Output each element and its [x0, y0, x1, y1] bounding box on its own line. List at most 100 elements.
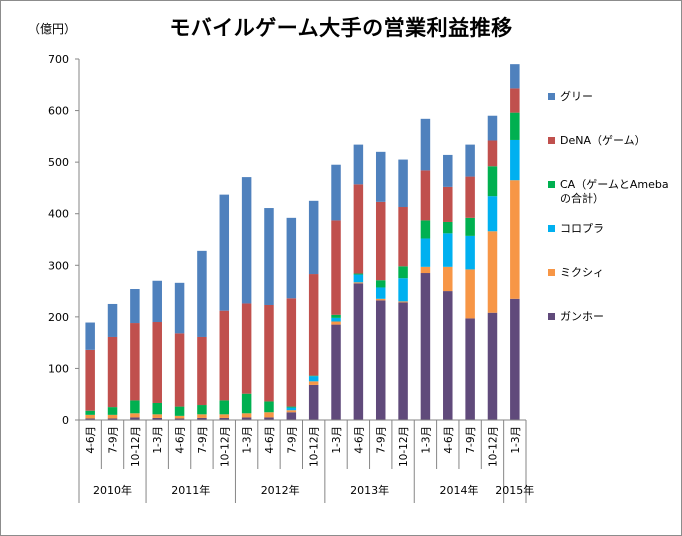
- bar-segment: [174, 418, 185, 420]
- bar-segment: [443, 291, 453, 420]
- bar-segment: [420, 273, 431, 420]
- bar-segment: [353, 184, 364, 274]
- bar-segment: [85, 322, 95, 350]
- chart-title: モバイルゲーム大手の営業利益推移: [169, 16, 513, 40]
- bar-segment: [353, 273, 364, 275]
- x-category-label: 4-6月: [175, 426, 187, 454]
- bar-segment: [174, 406, 185, 416]
- bar-segment: [286, 298, 297, 407]
- bar-segment: [510, 180, 520, 299]
- bar-segment: [331, 164, 341, 221]
- bar-segment: [465, 235, 475, 270]
- bar-segment: [286, 410, 297, 413]
- x-category-label: 10-12月: [488, 426, 500, 467]
- year-group-label: 2014年: [440, 483, 479, 497]
- bar-segment: [375, 151, 386, 202]
- bar-segment: [398, 301, 408, 303]
- bar-segment: [331, 314, 341, 318]
- bar-segment: [510, 139, 520, 181]
- bar-segment: [420, 266, 431, 274]
- bar-segment: [264, 208, 274, 305]
- x-axis: 4-6月 7-9月 10-12月 1-3月 4-6月 7-9月 10-12月 1-3月 4-6月…: [78, 419, 534, 503]
- bar-segment: [465, 176, 475, 218]
- x-category-label: 10-12月: [219, 426, 231, 467]
- bar-segment: [152, 322, 162, 403]
- year-group-label: 2015年: [495, 483, 534, 497]
- year-group-label: 2011年: [171, 483, 210, 497]
- bar-segment: [219, 400, 230, 415]
- bar-segment: [107, 407, 118, 415]
- bar-segment: [375, 300, 386, 420]
- bar-segment: [197, 250, 207, 337]
- y-tick-label: 400: [48, 208, 69, 221]
- bar-segment: [465, 217, 475, 236]
- bar-segment: [331, 220, 341, 315]
- bar-segment: [420, 118, 431, 171]
- y-axis: 0 100 200 300 400 500 600 700: [48, 53, 80, 427]
- bar-segment: [241, 177, 252, 304]
- legend-label: コロプラ: [560, 222, 604, 235]
- bar-stacks: [85, 64, 520, 420]
- bar-segment: [465, 318, 475, 420]
- bar-segment: [510, 298, 520, 420]
- y-tick-label: 0: [62, 414, 69, 427]
- bar-segment: [241, 417, 252, 420]
- legend-swatch: [548, 225, 555, 232]
- bar-segment: [487, 312, 498, 420]
- bar-segment: [443, 266, 453, 292]
- bar-segment: [130, 323, 140, 401]
- legend-label: ミクシィ: [560, 266, 604, 279]
- bar-segment: [130, 417, 140, 420]
- bar-segment: [443, 221, 453, 234]
- bar-segment: [286, 407, 297, 411]
- bar-segment: [510, 64, 520, 89]
- bar-segment: [353, 282, 364, 284]
- y-tick-label: 700: [48, 53, 69, 66]
- x-category-label: 1-3月: [152, 426, 164, 454]
- bar-segment: [219, 310, 230, 401]
- bar-segment: [241, 303, 252, 394]
- bar-segment: [443, 154, 453, 187]
- x-category-label: 4-6月: [443, 426, 455, 454]
- bar-segment: [331, 324, 341, 420]
- legend-label: CA（ゲームとAmeba の合計）: [560, 178, 669, 205]
- bar-segment: [465, 144, 475, 177]
- bar-segment: [85, 349, 95, 411]
- bar-segment: [465, 269, 475, 319]
- bar-segment: [308, 384, 319, 420]
- bar-segment: [487, 196, 498, 232]
- bar-segment: [107, 303, 118, 337]
- legend-swatch: [548, 137, 555, 144]
- bar-segment: [375, 287, 386, 299]
- bar-segment: [353, 274, 364, 283]
- bar-segment: [152, 280, 162, 323]
- bar-segment: [107, 414, 118, 419]
- bar-segment: [130, 413, 140, 418]
- bar-segment: [264, 305, 274, 402]
- x-category-label: 7-9月: [286, 426, 298, 454]
- x-category-label: 4-6月: [264, 426, 276, 454]
- bar-segment: [398, 207, 408, 267]
- x-category-label: 4-6月: [85, 426, 97, 454]
- y-tick-label: 600: [48, 105, 69, 118]
- bar-segment: [353, 283, 364, 420]
- bar-segment: [353, 144, 364, 185]
- bar-segment: [241, 413, 252, 418]
- x-category-label: 7-9月: [376, 426, 388, 454]
- bar-segment: [308, 381, 319, 385]
- x-category-label: 1-3月: [420, 426, 432, 454]
- bar-segment: [420, 220, 431, 239]
- bar-segment: [174, 415, 185, 419]
- x-category-label: 7-9月: [108, 426, 120, 454]
- bar-segment: [487, 231, 498, 313]
- year-group-label: 2013年: [350, 483, 389, 497]
- bar-segment: [107, 418, 118, 420]
- y-tick-label: 200: [48, 311, 69, 324]
- bar-segment: [197, 414, 207, 418]
- bar-segment: [510, 88, 520, 113]
- bar-segment: [398, 278, 408, 302]
- bar-segment: [197, 405, 207, 415]
- y-axis-unit: （億円）: [28, 22, 77, 36]
